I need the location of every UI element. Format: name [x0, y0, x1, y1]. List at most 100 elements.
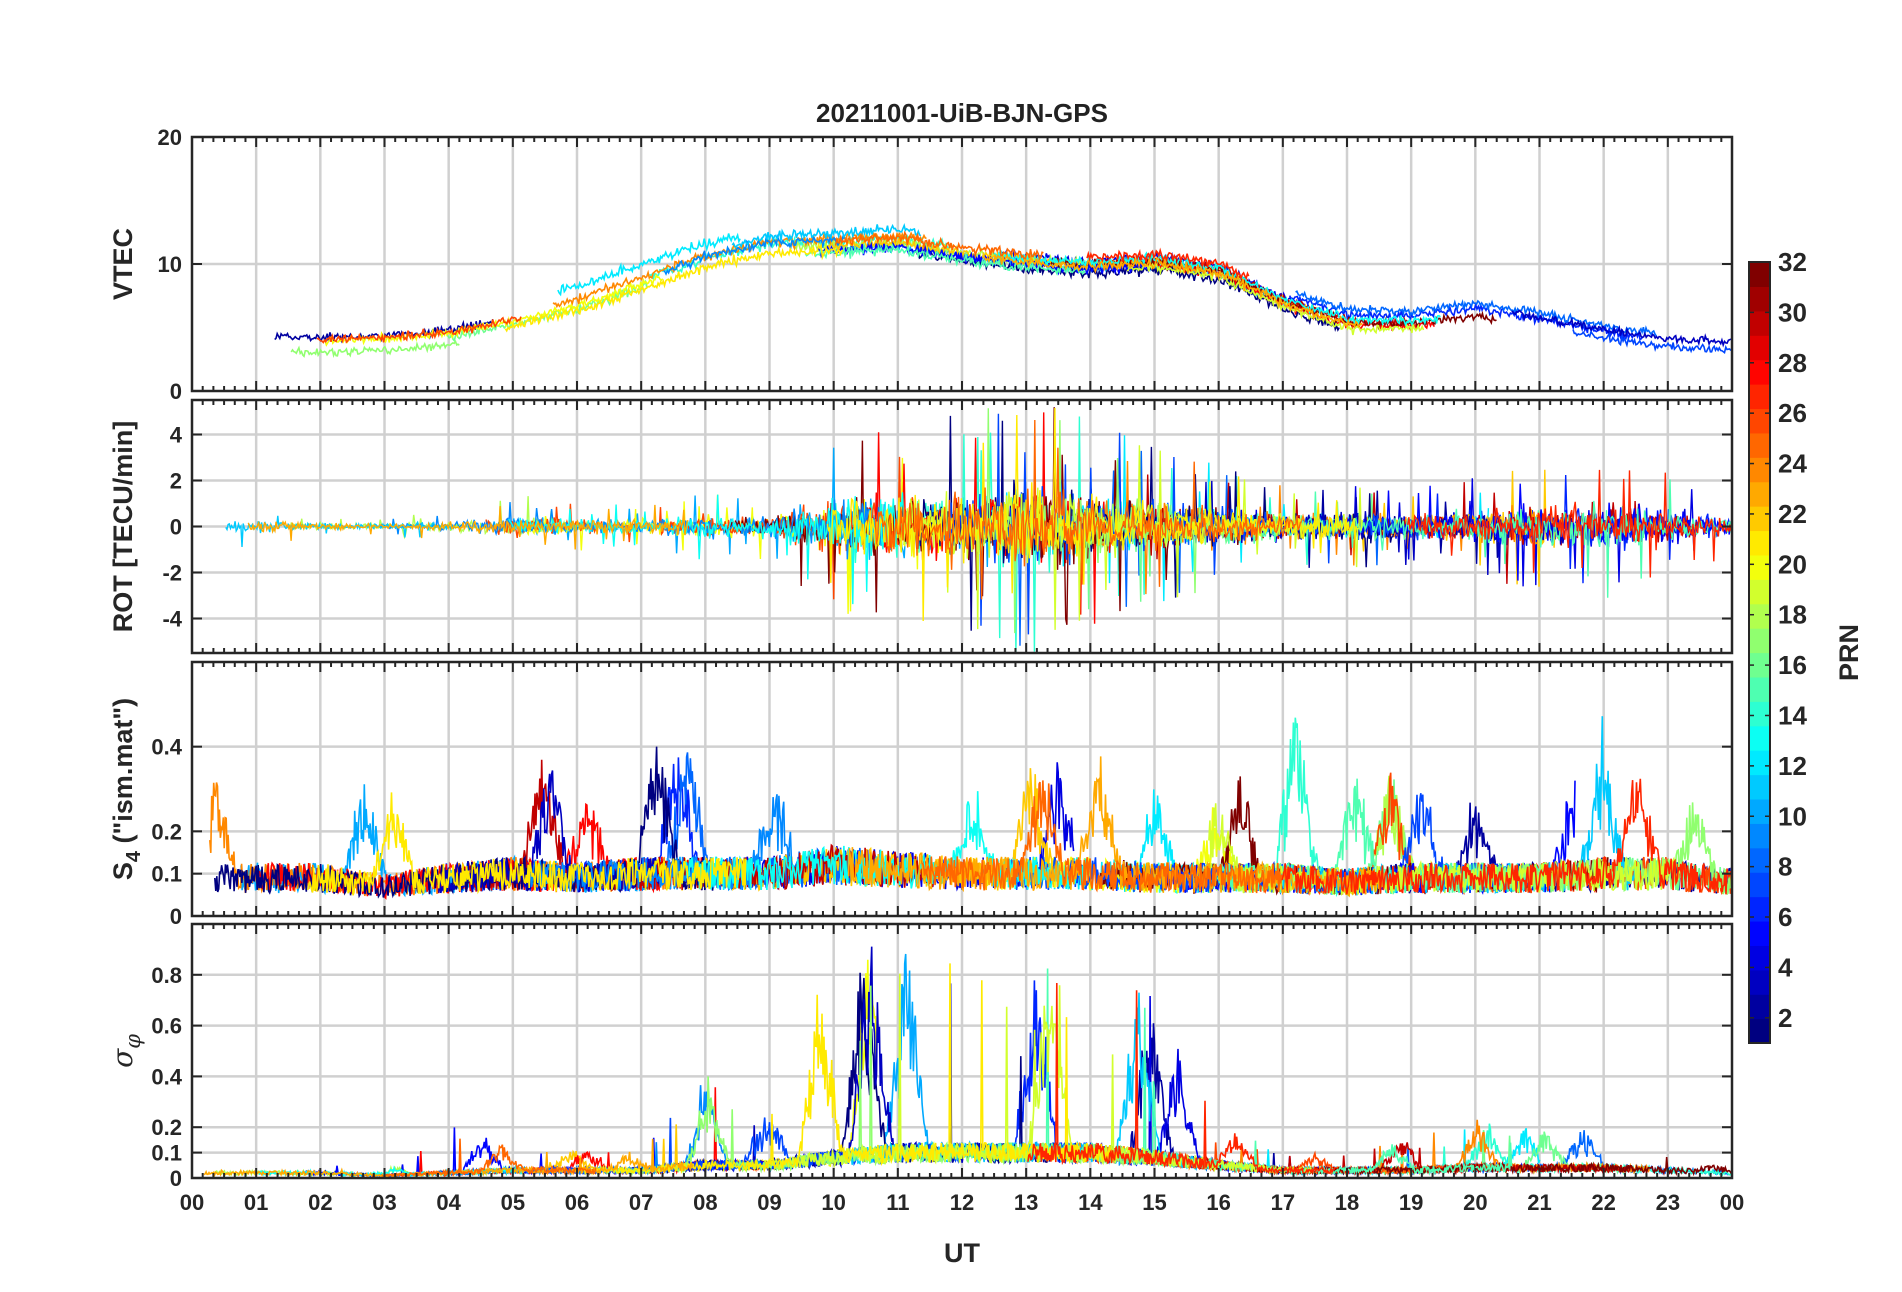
- series-line-prn-15: [804, 242, 1086, 276]
- x-tick-label: 11: [886, 1190, 909, 1215]
- x-tick-label: 06: [565, 1190, 589, 1215]
- y-tick-label: 0.8: [151, 963, 182, 988]
- y-tick-label: 0: [170, 515, 182, 540]
- y-axis-label-symbol: σ: [106, 1048, 139, 1068]
- y-tick-label: -4: [162, 607, 182, 632]
- series-line-prn-13: [682, 791, 1087, 891]
- x-tick-label: 19: [1399, 1190, 1423, 1215]
- series-line-prn-21: [504, 241, 844, 333]
- y-tick-label: 0.4: [151, 1064, 182, 1089]
- series-line-prn-14: [648, 233, 950, 282]
- colorbar-tick-label: 12: [1778, 751, 1807, 781]
- series-line-prn-8: [1295, 290, 1657, 337]
- x-tick-label: 08: [693, 1190, 717, 1215]
- series-line-prn-23: [983, 253, 1363, 329]
- x-tick-label: 23: [1656, 1190, 1680, 1215]
- colorbar-swatch: [1749, 335, 1770, 361]
- y-tick-label: 0.2: [151, 819, 182, 844]
- colorbar-swatch: [1749, 262, 1770, 288]
- y-axis-label: VTEC: [108, 228, 138, 300]
- series-line-prn-7: [1572, 329, 1732, 354]
- series-lines: [225, 407, 1732, 653]
- y-tick-label: 0.1: [151, 862, 182, 887]
- series-lines: [203, 946, 1732, 1178]
- series-lines: [274, 223, 1732, 358]
- colorbar-swatch: [1749, 432, 1770, 458]
- series-line-prn-25: [921, 780, 1287, 894]
- y-tick-label: 20: [158, 125, 182, 150]
- y-tick-label: 0.4: [151, 735, 182, 760]
- x-tick-label: 21: [1527, 1190, 1551, 1215]
- y-tick-label: 0.6: [151, 1014, 182, 1039]
- series-line-prn-11: [731, 223, 922, 249]
- colorbar-swatch: [1749, 920, 1770, 946]
- panel-vtec: 0 10 20 VTEC: [108, 125, 1734, 404]
- series-line-prn-21: [307, 792, 747, 896]
- colorbar-swatch: [1749, 481, 1770, 507]
- colorbar-swatch: [1749, 1018, 1770, 1044]
- y-axis-label: ROT [TECU/min]: [108, 421, 138, 632]
- colorbar-tick-label: 2: [1778, 1003, 1792, 1033]
- series-line-prn-9: [528, 794, 794, 893]
- series-line-prn-1: [214, 746, 719, 899]
- colorbar-swatch: [1749, 701, 1770, 727]
- colorbar-swatch: [1749, 530, 1770, 556]
- colorbar-tick-label: 4: [1778, 952, 1793, 982]
- colorbar-swatch: [1749, 457, 1770, 483]
- colorbar-swatch: [1749, 823, 1770, 849]
- y-axis-label-text: ("ism.mat"): [108, 698, 138, 851]
- panel-sigma_phi: 00.10.2 0.4 0.6 0.8 σφ: [106, 922, 1734, 1191]
- x-tick-label: 17: [1271, 1190, 1295, 1215]
- y-tick-label: 0: [170, 1166, 182, 1191]
- colorbar-swatch: [1749, 408, 1770, 434]
- y-tick-label: 0.1: [151, 1141, 182, 1166]
- colorbar-tick-label: 6: [1778, 902, 1792, 932]
- y-tick-label: 2: [170, 469, 182, 494]
- x-tick-label: 09: [757, 1190, 781, 1215]
- x-tick-label: 04: [436, 1190, 461, 1215]
- colorbar-swatch: [1749, 676, 1770, 702]
- x-tick-label: 12: [950, 1190, 974, 1215]
- y-axis-label-symbol: S: [108, 862, 138, 880]
- series-line-prn-12: [557, 232, 741, 297]
- colorbar-swatch: [1749, 603, 1770, 629]
- colorbar-swatch: [1749, 798, 1770, 824]
- colorbar-swatch: [1749, 994, 1770, 1020]
- colorbar-tick-label: 32: [1778, 247, 1807, 277]
- series-line-prn-3: [1511, 309, 1732, 348]
- y-axis-label-subscript: φ: [121, 1034, 145, 1049]
- colorbar-swatch: [1749, 847, 1770, 873]
- colorbar-swatch: [1749, 750, 1770, 776]
- colorbar-swatch: [1749, 896, 1770, 922]
- series-line-prn-25: [381, 1138, 597, 1178]
- y-axis-label-subscript: 4: [123, 850, 145, 862]
- x-tick-label: 14: [1078, 1190, 1103, 1215]
- colorbar-swatch: [1749, 774, 1770, 800]
- panel-frame: [190, 922, 1734, 1180]
- colorbar-swatch: [1749, 310, 1770, 336]
- panel-rot: -4 -2 0 2 4 ROT [TECU/min]: [108, 398, 1734, 655]
- y-tick-label: 0: [170, 904, 182, 929]
- x-tick-label: 22: [1591, 1190, 1615, 1215]
- colorbar-swatch: [1749, 579, 1770, 605]
- colorbar-label: PRN: [1834, 624, 1864, 681]
- x-tick-label: 18: [1335, 1190, 1359, 1215]
- colorbar-swatch: [1749, 359, 1770, 385]
- colorbar-tick-label: 26: [1778, 398, 1807, 428]
- y-axis-label: σφ: [106, 1034, 145, 1068]
- x-tick-label: 13: [1014, 1190, 1038, 1215]
- colorbar-tick-label: 28: [1778, 348, 1807, 378]
- series-line-prn-13: [993, 249, 1441, 328]
- panel-frame: [190, 660, 1734, 918]
- colorbar-tick-label: 8: [1778, 852, 1792, 882]
- x-tick-label: 07: [629, 1190, 653, 1215]
- colorbar-swatch: [1749, 628, 1770, 654]
- colorbar-swatch: [1749, 725, 1770, 751]
- panel-frame: [190, 398, 1734, 655]
- y-tick-label: 4: [170, 423, 183, 448]
- x-axis-label: UT: [944, 1238, 980, 1268]
- colorbar-tick-label: 24: [1778, 449, 1807, 479]
- x-tick-label: 02: [308, 1190, 332, 1215]
- series-line-prn-9: [663, 233, 846, 276]
